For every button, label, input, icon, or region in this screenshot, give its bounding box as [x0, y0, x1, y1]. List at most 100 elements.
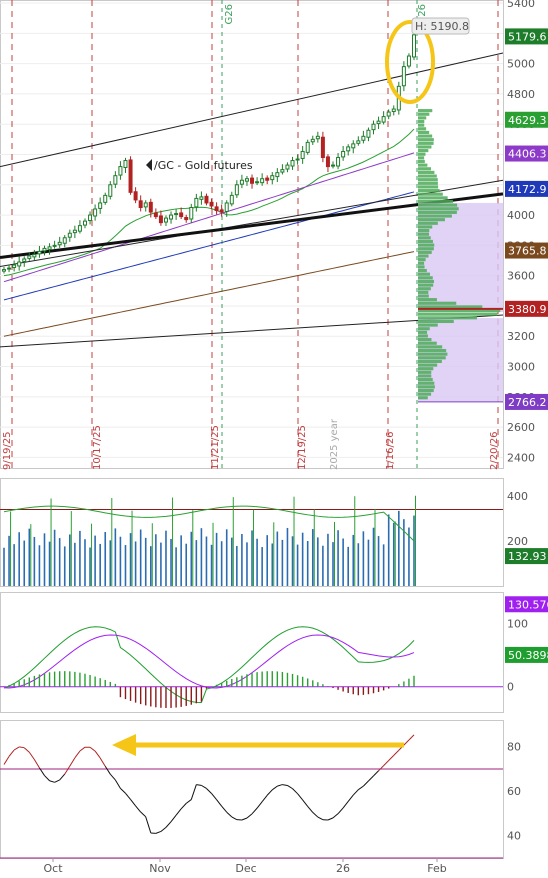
x-tick-label: Nov: [149, 862, 171, 875]
candle-body: [57, 241, 62, 246]
profile-bar: [418, 381, 435, 385]
price-tag-box: [505, 145, 548, 162]
candle-body: [12, 264, 17, 268]
profile-bar: [418, 272, 430, 276]
rsi-line-segment: [271, 785, 278, 791]
profile-bar: [418, 392, 432, 396]
rsi-line-segment: [216, 799, 223, 807]
rsi-line-segment: [196, 784, 202, 786]
macd-signal-line: [3, 634, 415, 689]
profile-bar: [418, 218, 445, 222]
profile-bar: [418, 196, 448, 200]
rsi-line-segment: [408, 734, 415, 741]
profile-bar: [418, 203, 458, 207]
rsi-line-segment: [104, 766, 111, 775]
vertical-date-label: 11/21/25: [210, 425, 221, 470]
macd-tag-text: 130.576: [508, 598, 548, 611]
candle-body: [295, 158, 300, 161]
profile-bar: [418, 327, 430, 331]
candle-body: [27, 255, 32, 259]
price-tag-box: [505, 393, 548, 410]
vertical-date-label: 12/19/25: [297, 425, 308, 470]
macd-tag-box: [505, 596, 548, 613]
candle-body: [219, 209, 224, 213]
y-tick-label: 4800: [507, 88, 535, 101]
profile-bar: [418, 210, 457, 214]
profile-bar: [418, 338, 432, 342]
volume-tag-text: 132.93: [508, 550, 547, 563]
candle-body: [93, 208, 98, 217]
profile-bar: [418, 145, 432, 149]
rsi-line-segment: [256, 801, 263, 809]
candle-body: [199, 196, 204, 200]
y-tick-label: 2600: [507, 421, 535, 434]
candle-body: [250, 177, 255, 184]
candle-body: [275, 172, 280, 178]
rsi-line-segment: [94, 750, 101, 759]
rsi-line-segment: [221, 805, 228, 813]
candle-body: [346, 146, 351, 152]
y-tick-label: 3200: [507, 330, 535, 343]
candle-body: [194, 197, 199, 208]
profile-bar: [418, 385, 435, 389]
candle-body: [77, 225, 82, 232]
candle-body: [260, 178, 265, 184]
rsi-line-segment: [180, 803, 187, 810]
candle-body: [265, 177, 270, 181]
rsi-line-segment: [165, 821, 172, 828]
vertical-date-label: 10/17/25: [92, 425, 103, 470]
candle-body: [88, 214, 93, 222]
rsi-line-segment: [140, 811, 147, 818]
rsi-line-segment: [297, 793, 304, 801]
profile-bar: [418, 167, 431, 171]
candle-body: [341, 150, 346, 158]
candle-body: [7, 267, 12, 270]
candle-body: [163, 217, 168, 223]
candle-body: [406, 55, 411, 67]
candle-body: [189, 206, 194, 220]
rsi-line-segment: [292, 788, 298, 795]
rsi-line-segment: [327, 817, 334, 821]
rsi-line-segment: [28, 751, 35, 760]
rsi-line-segment: [79, 746, 86, 752]
candle-body: [224, 202, 229, 212]
y-tick-label: 5400: [507, 0, 535, 10]
rsi-line-segment: [201, 784, 207, 789]
candle-body: [280, 169, 285, 173]
price-tag-text: 2766.2: [508, 396, 547, 409]
ma-brown-line: [3, 251, 415, 337]
profile-bar: [418, 225, 433, 229]
y-tick-label: 4000: [507, 209, 535, 222]
rsi-line-segment: [160, 826, 167, 832]
rsi-line-segment: [307, 806, 314, 813]
profile-bar: [418, 356, 446, 360]
macd-panel-frame: [0, 592, 504, 713]
profile-bar: [418, 141, 434, 145]
vertical-date-label: G26: [224, 4, 235, 24]
y-tick-label: 3000: [507, 361, 535, 374]
rsi-line-segment: [226, 811, 233, 818]
rsi-line-segment: [44, 775, 50, 782]
rsi-line-segment: [59, 773, 66, 781]
profile-bar: [418, 345, 443, 349]
price-tag-box: [505, 180, 548, 197]
profile-bar: [418, 127, 427, 131]
profile-bar: [418, 192, 443, 196]
profile-bar: [418, 250, 432, 254]
chart-annotation: /GC - Gold futures: [154, 159, 253, 172]
rsi-line-segment: [368, 775, 374, 782]
ma-purple-line: [3, 152, 415, 283]
high-label-box: [411, 17, 470, 35]
profile-bar: [418, 276, 433, 280]
profile-bar: [418, 236, 431, 240]
candle-body: [17, 261, 22, 267]
candle-body: [179, 212, 184, 218]
rsi-line-segment: [3, 756, 10, 765]
rsi-line-segment: [231, 816, 238, 821]
y-tick-label: 100: [507, 618, 528, 631]
candle-body: [331, 164, 336, 167]
rsi-line-segment: [130, 799, 137, 807]
y-tick-label: 400: [507, 490, 528, 503]
